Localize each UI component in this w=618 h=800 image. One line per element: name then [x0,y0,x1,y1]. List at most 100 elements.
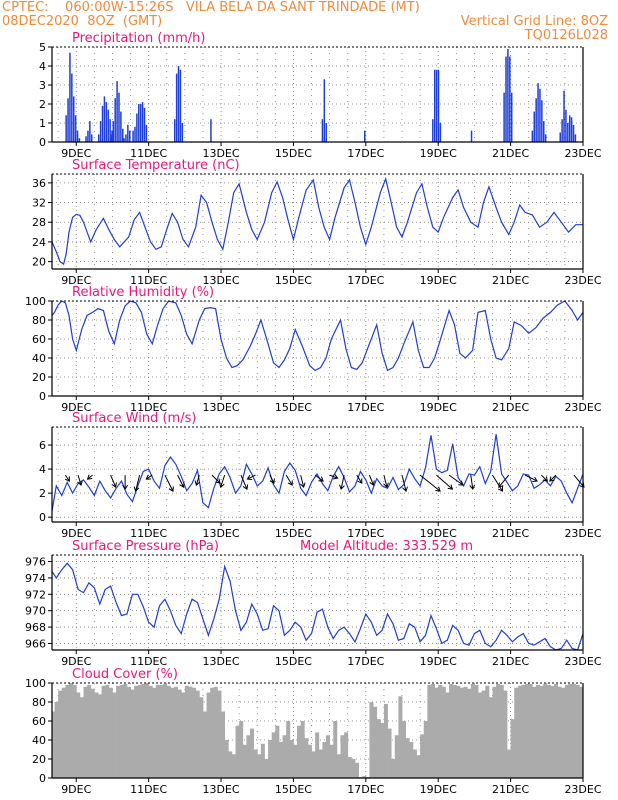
cloud-bar [101,685,106,778]
cloud-bar [517,685,522,778]
ytick-label-precip: 0 [39,136,46,149]
wind-direction-arrow [133,474,141,493]
cloud-bar [282,735,287,778]
cloud-bar [380,722,385,778]
cloud-bar [286,721,291,778]
cloud-bar [333,721,338,778]
cloud-bar [488,697,493,778]
cloud-bar [289,740,294,778]
cloud-bar [246,735,251,778]
cloud-bar [264,759,269,778]
cloud-bar [568,683,573,778]
cloud-bar [318,749,323,778]
wind-arrow-head [219,482,225,488]
xtick-label-wind: 21DEC [492,527,529,540]
precip-bar [89,121,91,142]
precip-bar [323,79,326,142]
ytick-label-rh: 80 [32,314,46,327]
xtick-label-wind: 11DEC [130,527,167,540]
ytick-label-precip: 5 [39,41,46,54]
xtick-label-pres: 13DEC [202,655,239,668]
wind-arrow-shaft [135,474,141,492]
xtick-label-pres: 21DEC [492,655,529,668]
ytick-label-rh: 20 [32,371,46,384]
precip-bar [507,48,509,142]
cloud-bar [326,735,331,778]
ytick-label-wind: 0 [39,511,46,524]
cloud-bar [391,759,396,778]
wind-series-line [51,434,584,512]
wind-direction-arrow [122,475,129,491]
header-model-id: TQ0126L028 [524,28,608,43]
xtick-label-rh: 15DEC [275,401,312,414]
xtick-label-precip: 19DEC [420,147,457,160]
ytick-label-rh: 100 [25,295,46,308]
precip-bar [559,132,561,142]
wind-arrow-shaft [368,474,374,486]
ytick-label-pres: 968 [25,621,46,634]
wind-direction-arrow [240,474,249,490]
precip-bar [118,92,120,142]
wind-direction-arrow [368,474,375,486]
precip-bar [132,130,134,142]
wind-arrow-head [542,476,549,482]
wind-arrow-head [111,482,117,488]
wind-arrow-shaft [177,474,185,488]
cloud-bar [554,683,559,778]
precip-bar [127,124,129,142]
cloud-bar [293,744,298,778]
cloud-bar [145,683,150,778]
cloud-bar [112,692,117,778]
cloud-bar [69,683,74,778]
wind-arrow-head [64,476,70,482]
wind-direction-arrow [383,474,389,489]
wind-direction-arrow [524,474,538,483]
cloud-bar [253,749,258,778]
precip-bar [69,52,71,143]
cloud-bar [123,683,128,778]
pres-series-line [51,562,584,651]
xtick-label-wind: 9DEC [61,527,91,540]
precip-bar [122,128,124,142]
wind-arrow-head [299,482,306,489]
wind-direction-arrow [64,474,70,482]
precip-bar [535,98,537,142]
cloud-bar [409,741,414,778]
ytick-label-rh: 60 [32,333,46,346]
wind-arrow-head [269,478,275,484]
cloud-bar [322,741,327,778]
cloud-bar [137,684,142,778]
cloud-bar [297,725,302,778]
cloud-bar [217,690,222,778]
ytick-label-cloud: 100 [25,677,46,690]
precip-bar [76,130,79,142]
wind-arrow-head [86,474,93,480]
precip-bar [567,123,569,142]
cloud-bar [163,683,168,778]
wind-direction-arrow [436,474,454,490]
precip-bar [539,88,541,142]
xtick-label-cloud: 15DEC [275,783,312,796]
cloud-bar [434,687,439,778]
cloud-bar [340,735,345,778]
ytick-label-pres: 970 [25,605,46,618]
temp-series-line [51,176,583,266]
wind-arrow-head [447,484,454,490]
cloud-bar [83,686,88,778]
wind-direction-arrow [492,474,504,492]
wind-arrow-shaft [401,474,407,492]
xtick-label-temp: 11DEC [130,274,167,287]
cloud-bar [329,744,334,778]
xtick-label-temp: 13DEC [202,274,239,287]
precip-bar [210,119,212,142]
cloud-bar [456,685,461,778]
cloud-bar [134,685,139,778]
xtick-label-wind: 13DEC [202,527,239,540]
precip-bar [177,66,180,142]
xtick-label-rh: 13DEC [202,401,239,414]
cloud-bar [206,692,211,778]
cloud-bar [202,711,207,778]
wind-arrow-head [357,478,363,484]
wind-direction-arrow [246,474,256,481]
cloud-bar [224,740,229,778]
